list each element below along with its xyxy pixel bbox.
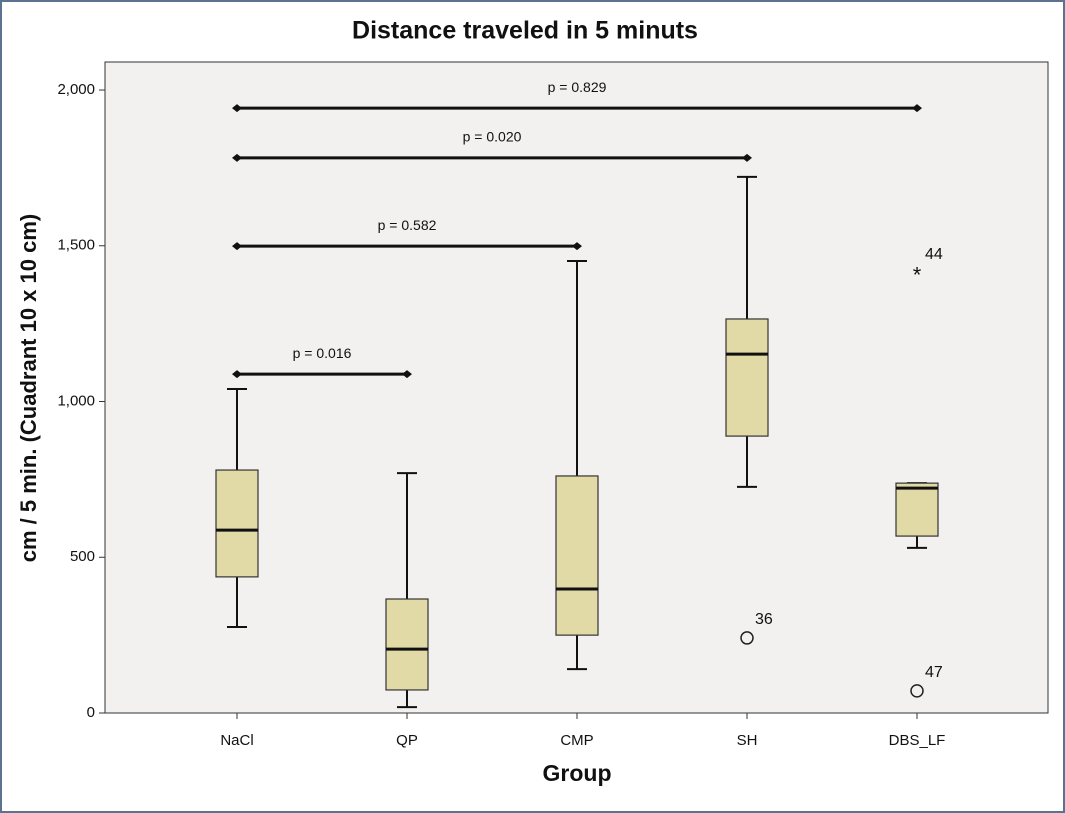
y-tick-label: 2,000 (57, 81, 95, 98)
box (725, 318, 769, 437)
x-tick-label: DBS_LF (889, 732, 946, 749)
x-tick-label: QP (396, 732, 418, 749)
y-tick-label: 500 (70, 548, 95, 565)
box (895, 482, 939, 537)
y-tick-label: 1,500 (57, 237, 95, 254)
x-tick-label: SH (737, 732, 758, 749)
outlier (910, 684, 924, 698)
comparison-label: p = 0.582 (378, 217, 437, 233)
chart-title: Distance traveled in 5 minuts (352, 17, 698, 45)
comparison-end (742, 153, 752, 162)
comparison-end (232, 370, 242, 379)
outlier: * (913, 263, 922, 288)
y-axis-label: cm / 5 min. (Cuadrant 10 x 10 cm) (16, 214, 41, 562)
box (215, 469, 259, 578)
y-tick-label: 1,000 (57, 392, 95, 409)
comparison-end (232, 104, 242, 113)
comparison-label: p = 0.020 (463, 129, 522, 145)
comparison-end (912, 104, 922, 113)
comparison-end (232, 242, 242, 251)
comparison-end (572, 242, 582, 251)
outlier-label: 44 (925, 246, 943, 263)
outlier-label: 47 (925, 664, 943, 681)
x-tick-label: CMP (560, 732, 593, 749)
y-tick-label: 0 (87, 704, 95, 721)
x-tick-label: NaCl (220, 732, 253, 749)
comparison-label: p = 0.016 (293, 345, 352, 361)
box (555, 475, 599, 636)
x-axis-label: Group (543, 760, 612, 786)
comparison-label: p = 0.829 (548, 79, 607, 95)
comparison-end (232, 153, 242, 162)
outlier (740, 631, 754, 645)
box (385, 598, 429, 691)
outlier-label: 36 (755, 611, 773, 628)
comparison-end (402, 370, 412, 379)
